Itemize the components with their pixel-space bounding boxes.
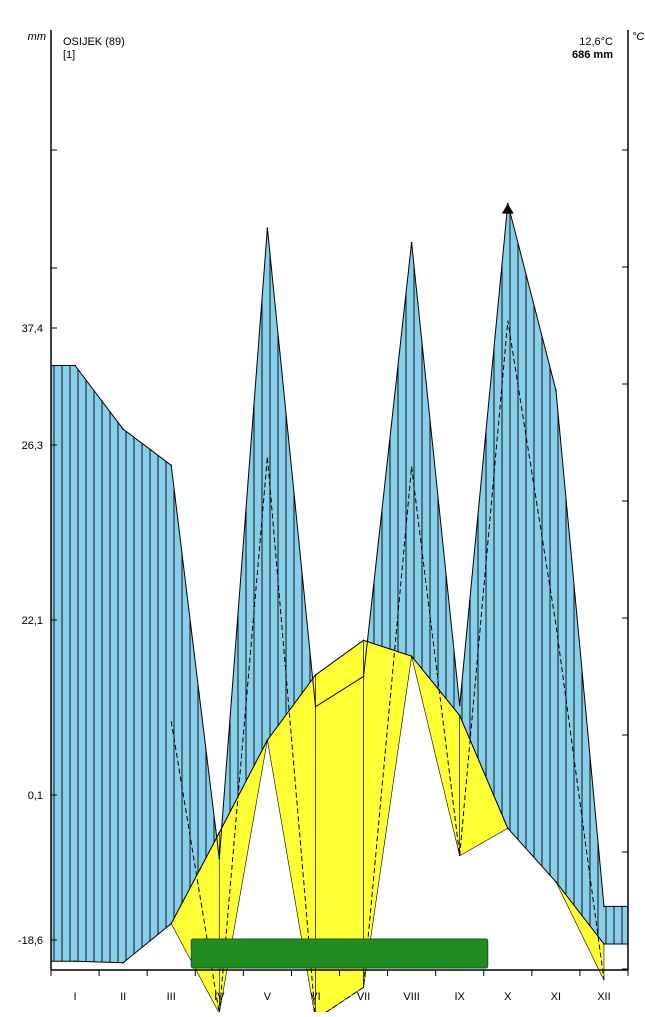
- precipitation-point-X: [506, 202, 509, 205]
- precipitation-point-III: [170, 464, 173, 467]
- axis-labels: mm °C OSIJEK (89) [1] 12,6°C 686 mm I II I…: [18, 31, 644, 1003]
- temperature-point-XII: [603, 943, 605, 945]
- y-tick-label: 0,1: [28, 790, 43, 802]
- temperature-point-X: [506, 827, 509, 830]
- temperature-point-III: [170, 922, 173, 925]
- y-tick-label: 26,3: [22, 440, 43, 452]
- month-label-VIII: VIII: [403, 991, 420, 1003]
- precipitation-point-VII: [362, 675, 365, 678]
- temperature-point-VII: [362, 639, 365, 642]
- precipitation-point-IV: [218, 857, 221, 860]
- temperature-point-VIII: [410, 655, 413, 657]
- right-unit-label: °C: [632, 31, 644, 43]
- temperature-line: [51, 639, 628, 964]
- precipitation-point-V: [266, 227, 269, 229]
- hatch-lines: [53, 212, 623, 963]
- precipitation-line: [51, 203, 628, 907]
- month-label-IV: IV: [214, 991, 225, 1003]
- y-tick-label: 37,4: [22, 323, 43, 335]
- dashed-line: [170, 320, 605, 1017]
- y-tick-label: -18,6: [18, 935, 43, 947]
- month-label-II: II: [120, 991, 126, 1003]
- station-title: OSIJEK (89): [63, 36, 125, 48]
- axis-ticks: [50, 149, 629, 976]
- temperature-point-IX: [458, 714, 461, 717]
- temperature-point-II: [122, 961, 124, 964]
- temperature-point-V: [266, 739, 269, 741]
- month-label-IX: IX: [455, 991, 466, 1003]
- month-label-V: V: [264, 991, 272, 1003]
- precipitation-point-XII: [603, 905, 605, 908]
- precipitation-point-VIII: [410, 241, 413, 244]
- semi-arid-area-4: [363, 639, 412, 988]
- precipitation-point-II: [122, 428, 124, 430]
- temperature-point-XI: [555, 880, 557, 883]
- precipitation-point-I: [74, 364, 76, 367]
- month-label-VII: VII: [357, 991, 370, 1003]
- precipitation-point-VI: [314, 706, 317, 708]
- humid-area-0: [51, 365, 216, 963]
- vegetation-bar: [190, 938, 489, 969]
- month-label-X: X: [504, 991, 512, 1003]
- area-fills: [51, 203, 628, 1017]
- temperature-point-I: [74, 960, 76, 963]
- humid-area-4: [368, 204, 628, 945]
- y-tick-label: 22,1: [22, 615, 43, 627]
- month-label-XII: XII: [597, 991, 610, 1003]
- total-precipitation: 686 mm: [572, 49, 613, 61]
- month-label-I: I: [74, 991, 77, 1003]
- mean-temperature: 12,6°C: [579, 36, 613, 48]
- series-lines: [51, 202, 628, 1017]
- vegetation-period: [190, 938, 489, 969]
- temperature-point-IV: [218, 831, 221, 834]
- station-ref: [1]: [63, 49, 75, 61]
- precipitation-point-XI: [555, 389, 557, 391]
- month-label-XI: XI: [551, 991, 561, 1003]
- humid-area-2: [222, 233, 312, 828]
- temperature-point-VI: [314, 674, 317, 676]
- month-label-VI: VI: [310, 991, 320, 1003]
- precipitation-point-IX: [458, 704, 461, 707]
- month-label-III: III: [167, 991, 176, 1003]
- left-unit-label: mm: [28, 31, 46, 43]
